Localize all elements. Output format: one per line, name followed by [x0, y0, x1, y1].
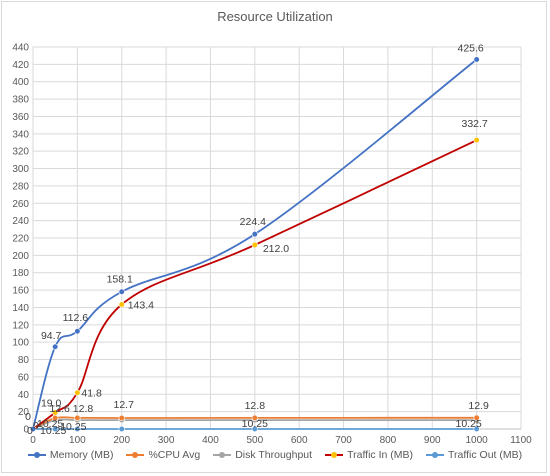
x-tick-label: 300: [158, 435, 175, 446]
x-tick-label: 1100: [510, 435, 532, 446]
legend-swatch: [27, 450, 46, 460]
y-tick-label: 400: [12, 77, 29, 88]
x-tick-label: 800: [380, 435, 397, 446]
x-tick-label: 700: [335, 435, 352, 446]
legend-swatch: [325, 450, 344, 460]
data-label: 112.6: [63, 312, 89, 324]
data-point: [29, 425, 37, 433]
data-label: 10.25: [37, 418, 63, 430]
y-tick-label: 40: [18, 390, 30, 401]
x-tick-label: 200: [113, 435, 130, 446]
data-label: 224.4: [240, 216, 266, 228]
y-tick-label: 160: [12, 286, 29, 297]
y-tick-label: 80: [18, 355, 30, 366]
legend-label: Memory (MB): [49, 449, 114, 461]
data-point: [74, 328, 81, 335]
y-tick-label: 280: [12, 181, 29, 192]
y-tick-label: 140: [12, 303, 29, 314]
data-label: 10.25: [60, 421, 86, 433]
y-tick-label: 240: [12, 216, 29, 227]
y-tick-label: 340: [12, 129, 29, 140]
data-point: [251, 414, 258, 421]
series-layer: [29, 56, 480, 433]
y-tick-label: 420: [12, 60, 29, 71]
grid-layer: [32, 46, 522, 430]
data-point: [473, 425, 480, 433]
x-tick-label: 0: [30, 435, 36, 446]
y-tick-label: 20: [18, 407, 30, 418]
data-point: [251, 241, 258, 249]
x-tick-label: 400: [202, 435, 219, 446]
data-label: 41.8: [81, 388, 102, 400]
chart-title: Resource Utilization: [217, 9, 333, 24]
data-label: 143.4: [128, 300, 154, 312]
data-point: [118, 414, 125, 422]
legend-swatch: [426, 450, 445, 460]
data-label: 332.7: [461, 118, 487, 130]
data-label: 94.7: [41, 330, 62, 342]
y-tick-label: 0: [23, 425, 29, 436]
data-point: [74, 425, 81, 433]
legend-label: %CPU Avg: [148, 449, 201, 461]
data-label: 425.6: [457, 43, 483, 55]
data-point: [473, 414, 480, 421]
y-tick-label: 320: [12, 147, 29, 158]
data-label: 0: [27, 425, 33, 437]
data-point: [118, 288, 125, 295]
x-tick-label: 600: [291, 435, 308, 446]
y-tick-label: 380: [12, 95, 29, 106]
legend: Memory (MB) %CPU Avg Disk Throughput Traffi…: [0, 449, 550, 461]
legend-item: %CPU Avg: [126, 449, 200, 461]
data-label: 12.9: [468, 400, 489, 412]
data-point: [52, 409, 59, 416]
legend-label: Traffic Out (MB): [448, 449, 523, 461]
data-label: 158.1: [107, 274, 133, 286]
data-label: 12.8: [245, 400, 266, 412]
legend-item: Memory (MB): [27, 449, 114, 461]
data-point: [118, 301, 125, 308]
data-label: 12.7: [114, 399, 135, 411]
data-label: 10.25: [455, 418, 481, 430]
legend-item: Traffic In (MB): [325, 449, 413, 461]
data-label: 10.25: [242, 418, 268, 430]
legend-label: Traffic In (MB): [347, 449, 414, 461]
data-point: [118, 425, 125, 433]
y-tick-label: 260: [12, 199, 29, 210]
y-tick-label: 100: [12, 338, 29, 349]
data-label: 0: [33, 420, 39, 432]
x-tick-label: 900: [424, 435, 441, 446]
data-point: [52, 425, 59, 433]
y-tick-label: 220: [12, 234, 29, 245]
legend-swatch: [213, 450, 232, 460]
x-tick-label: 1000: [466, 435, 489, 446]
x-tick-label: 100: [69, 435, 86, 446]
data-point: [473, 137, 480, 144]
data-point: [473, 56, 480, 63]
data-label: 12.6 12.8: [49, 403, 93, 415]
legend-label: Disk Throughput: [235, 449, 313, 461]
data-label: 10.25: [40, 425, 66, 437]
y-tick-label: 180: [12, 268, 29, 279]
data-label: 212.0: [263, 243, 289, 255]
data-point: [74, 414, 81, 421]
y-tick-label: 300: [12, 164, 29, 175]
y-tick-label: 120: [12, 320, 29, 331]
y-tick-label: 200: [12, 251, 29, 262]
x-tick-label: 500: [246, 435, 263, 446]
data-label: 0: [25, 411, 31, 423]
data-point: [52, 343, 59, 350]
axis-layer: 0204060801001201401601802002202402602803…: [12, 43, 532, 447]
data-point: [74, 389, 81, 396]
legend-swatch: [126, 450, 145, 460]
y-tick-label: 60: [18, 372, 30, 383]
data-label: 19.0: [41, 398, 62, 410]
data-point: [251, 425, 258, 433]
y-tick-label: 360: [12, 112, 29, 123]
y-tick-label: 440: [12, 43, 29, 54]
legend-item: Disk Throughput: [213, 449, 312, 461]
data-point: [251, 231, 258, 238]
legend-item: Traffic Out (MB): [426, 449, 522, 461]
